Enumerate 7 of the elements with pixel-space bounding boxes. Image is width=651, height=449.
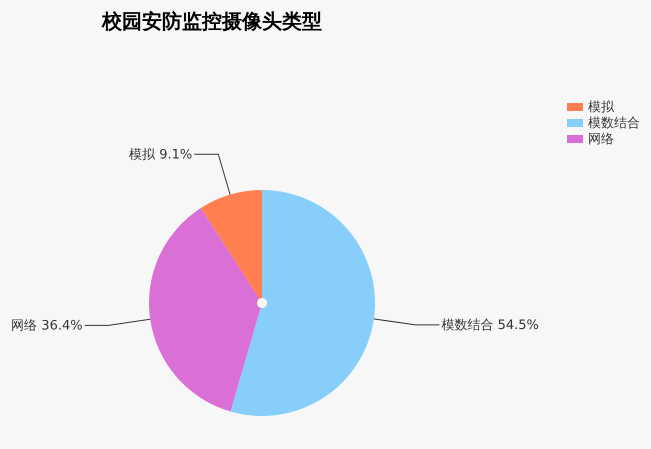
legend-label: 网络 — [588, 132, 614, 147]
category-label: 模拟 9.1% — [129, 147, 192, 162]
legend-label: 模拟 — [588, 100, 615, 115]
category-label: 模数结合 54.5% — [441, 318, 539, 333]
category-label: 网络 36.4% — [11, 318, 83, 334]
chart-title: 校园安防监控摄像头类型 — [101, 9, 322, 33]
legend-label: 模数结合 — [588, 116, 640, 131]
